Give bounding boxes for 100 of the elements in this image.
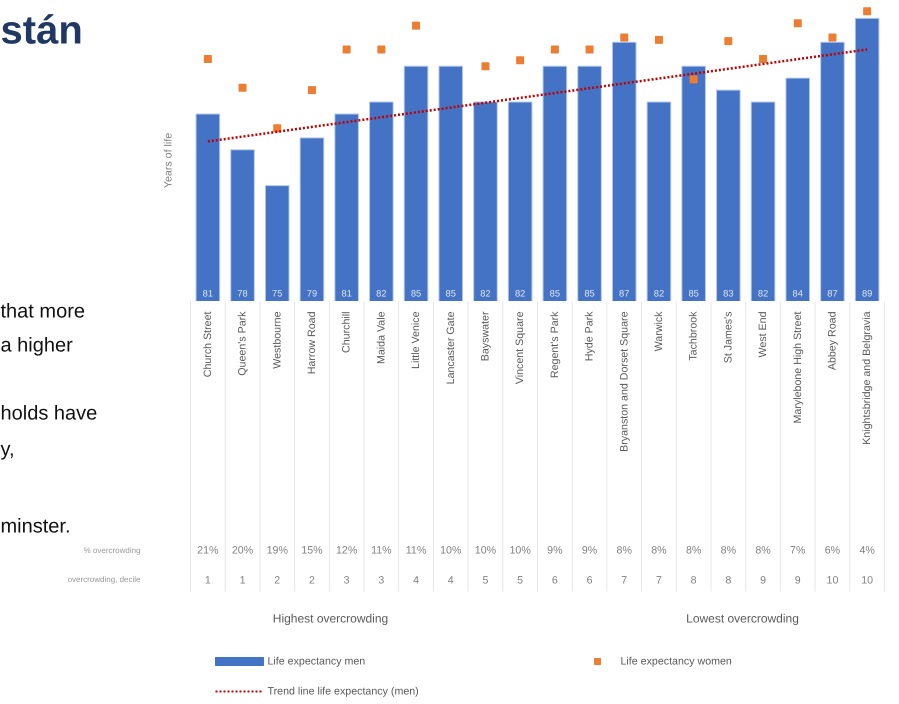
text: Highest overcrowding [272, 612, 388, 626]
point [550, 45, 559, 54]
point [204, 55, 212, 64]
text: 4 [413, 574, 420, 586]
text: 7% [790, 544, 806, 556]
point [794, 19, 802, 28]
text: 6 [552, 574, 558, 586]
point [690, 75, 698, 84]
data-label: 82 [514, 288, 526, 298]
legend-label: Life expectancy men [268, 656, 366, 668]
point [586, 45, 594, 54]
text: 5 [517, 574, 524, 586]
text: 15% [301, 544, 324, 556]
data-label: 82 [376, 288, 387, 298]
text: 10 [826, 574, 838, 586]
x-tick-label: Westbourne [271, 311, 284, 369]
data-label: 82 [654, 288, 664, 298]
data-label: 85 [410, 288, 422, 298]
text: 2 [308, 574, 315, 586]
x-tick-label: West End [757, 311, 770, 358]
x-tick-label: Maida Vale [375, 311, 388, 364]
point [481, 62, 490, 70]
text: 8% [720, 544, 737, 556]
data-label: 78 [237, 288, 248, 298]
data-label: 85 [446, 288, 456, 298]
text: 2 [274, 574, 280, 586]
point [412, 22, 420, 30]
legend-label: Trend line life expectancy (men) [268, 686, 419, 698]
text: 4% [859, 544, 876, 556]
text: % overcrowding [84, 546, 141, 555]
point [620, 34, 628, 42]
text: 5 [482, 574, 488, 586]
text: 9% [582, 544, 598, 556]
data-label: 85 [584, 288, 595, 298]
x-tick-label: Bryanston and Dorset Square [618, 311, 630, 452]
text: 11% [371, 544, 392, 556]
text: that more [0, 300, 85, 322]
data-label: 75 [272, 288, 282, 298]
text: 8% [616, 544, 632, 556]
text: 10% [474, 544, 497, 556]
point [759, 55, 768, 64]
x-tick-label: Harrow Road [306, 311, 318, 374]
x-tick-label: Abbey Road [826, 311, 838, 370]
text: overcrowding, decile [68, 575, 142, 584]
chart-title: stán [0, 8, 83, 52]
data-label: 87 [619, 288, 630, 298]
point [863, 7, 872, 16]
text: a higher [0, 334, 74, 356]
text: 9% [547, 544, 564, 556]
data-label: 79 [306, 288, 318, 298]
text: 20% [232, 544, 254, 556]
data-label: 82 [758, 288, 768, 298]
text: 8% [686, 544, 702, 556]
x-tick-label: Vincent Square [514, 311, 526, 384]
point [308, 86, 316, 94]
text: 9 [760, 574, 766, 586]
text: 6% [824, 544, 841, 556]
data-label: 81 [202, 288, 214, 298]
legend-label: Life expectancy women [620, 656, 732, 668]
text: 8 [725, 574, 732, 586]
x-tick-label: Warwick [652, 310, 665, 352]
text: 10% [440, 544, 462, 556]
x-tick-label: Queen's Park [236, 310, 249, 376]
text: 21% [197, 544, 220, 556]
data-label: 85 [688, 288, 699, 298]
text: 19% [266, 544, 288, 556]
text: 10% [509, 544, 532, 556]
y-axis-title: Years of life [162, 132, 174, 188]
text: 11% [406, 544, 427, 556]
text: 4 [448, 574, 454, 586]
x-tick-label: Bayswater [479, 311, 492, 362]
text: 9 [794, 574, 801, 586]
x-tick-label: Regent's Park [548, 310, 561, 378]
text: 8% [651, 544, 668, 556]
x-tick-label: Marylebone High Street [792, 311, 804, 424]
text: 3 [378, 574, 384, 586]
data-label: 85 [550, 288, 560, 298]
point [377, 45, 386, 54]
data-label: 84 [792, 288, 803, 298]
text: holds have [0, 402, 98, 424]
data-label: 83 [723, 288, 734, 298]
text: 8% [755, 544, 772, 556]
x-tick-label: Hyde Park [584, 310, 596, 362]
x-tick-label: Church Street [202, 311, 214, 378]
text: 1 [240, 574, 246, 586]
x-tick-label: Tachbrook [688, 310, 700, 361]
point [654, 36, 663, 44]
text: 8 [690, 574, 697, 586]
text: 12% [336, 544, 358, 556]
text: Lowest overcrowding [686, 612, 799, 626]
point [724, 37, 732, 46]
text: 7 [656, 574, 662, 586]
x-tick-label: Little Venice [410, 311, 422, 369]
point [238, 84, 247, 92]
data-label: 87 [827, 288, 838, 298]
x-tick-label: Churchill [340, 311, 353, 353]
text: 3 [344, 574, 350, 586]
text: 1 [204, 574, 211, 586]
text: 6 [586, 574, 593, 586]
text: minster. [0, 516, 71, 538]
